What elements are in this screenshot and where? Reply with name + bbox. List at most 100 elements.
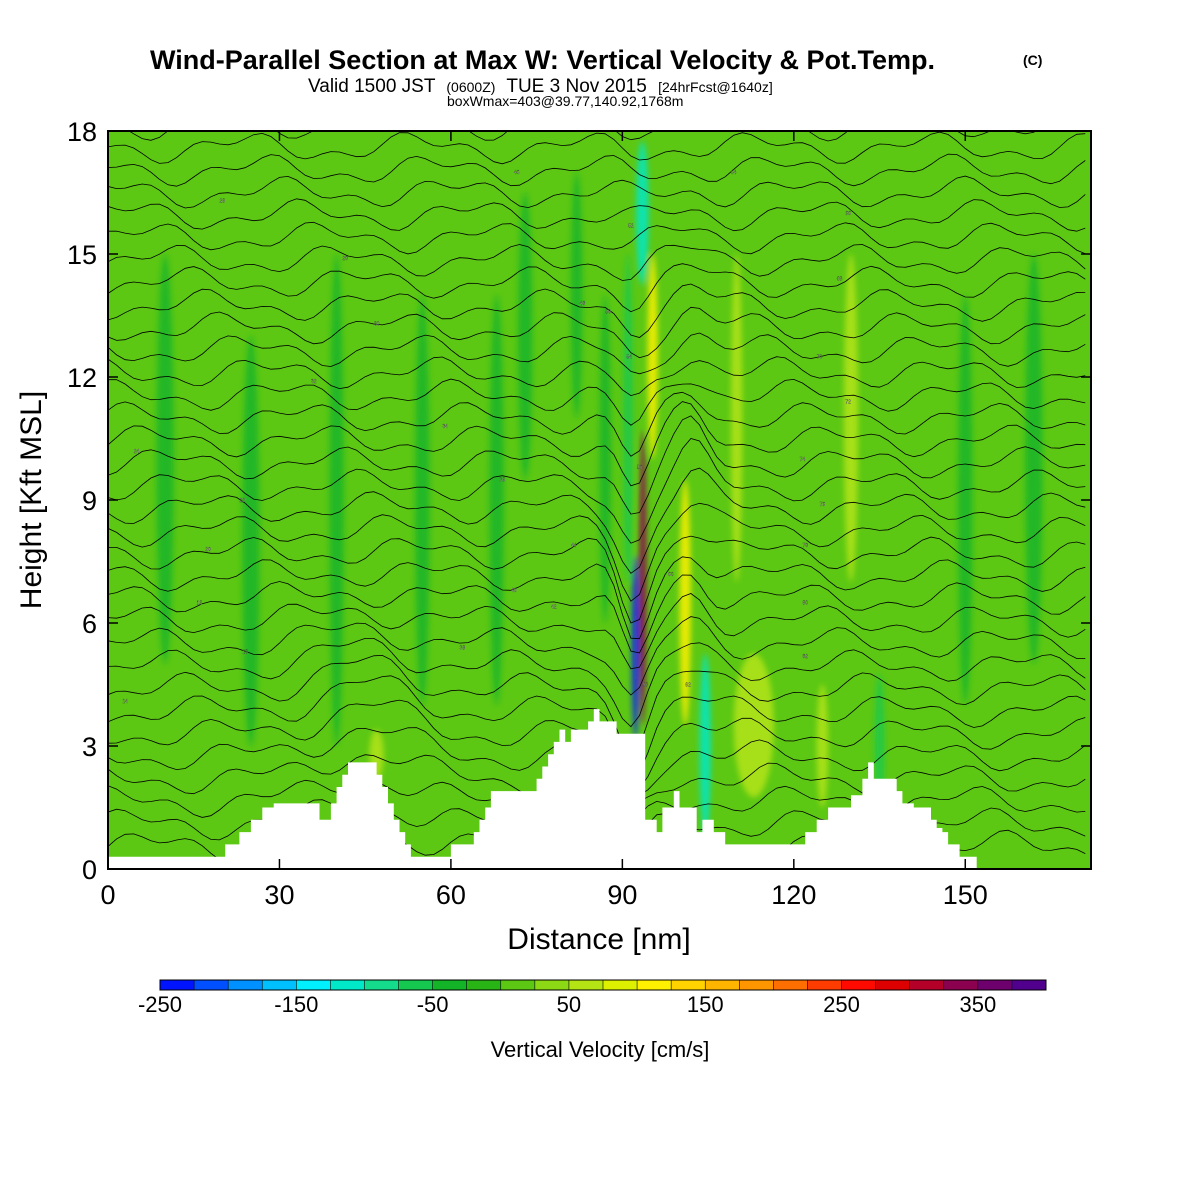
colorbar-bin xyxy=(909,980,945,990)
isentrope-label: 82 xyxy=(802,654,808,660)
x-tick-label: 60 xyxy=(436,880,466,910)
subtitle-valid-time: Valid 1500 JST xyxy=(308,76,436,97)
colorbar-bin xyxy=(330,980,365,990)
colorbar-bin xyxy=(943,980,979,990)
potential-temperature-labels: 14 16 18 20 22 24 26 28 30 32 34 36 38 40 42 44 46 48 50 52… xyxy=(122,170,851,705)
chart-subtitle-2: boxWmax=403@39.77,140.92,1768m xyxy=(447,93,683,109)
isentrope-label: 62 xyxy=(685,683,691,689)
velocity-feature xyxy=(636,141,649,285)
isentrope-label: 26 xyxy=(220,199,226,205)
isentrope-line xyxy=(108,438,1086,544)
isentrope-line xyxy=(108,401,1086,487)
colorbar-tick-label: -150 xyxy=(274,992,318,1017)
colorbar-tick-label: -250 xyxy=(138,992,182,1017)
isentrope-line xyxy=(108,535,1086,624)
title-block: Wind-Parallel Section at Max W: Vertical… xyxy=(150,45,1042,109)
isentrope-label: 80 xyxy=(802,601,808,607)
plot-area: 14 16 18 20 22 24 26 28 30 32 34 36 38 40 42 44 46 48 50 52… xyxy=(108,131,1091,869)
velocity-feature xyxy=(699,653,711,839)
velocity-feature xyxy=(647,254,658,459)
y-tick-label: 12 xyxy=(67,363,97,393)
isentrope-line xyxy=(108,244,1086,281)
isentrope-line xyxy=(108,306,1086,359)
colorbar-bin xyxy=(160,980,195,990)
velocity-feature xyxy=(329,254,344,746)
y-tick-label: 18 xyxy=(67,117,97,147)
isentrope-line xyxy=(108,675,1086,776)
isentrope-line xyxy=(108,638,1086,728)
isentrope-label: 30 xyxy=(374,322,380,328)
subtitle-forecast: [24hrFcst@1640z] xyxy=(658,79,773,95)
y-axis-label: Height [Kft MSL] xyxy=(15,391,48,609)
title-copyright-mark: (C) xyxy=(1023,52,1042,68)
terrain-profile xyxy=(108,709,977,869)
y-tick-label: 0 xyxy=(82,855,97,885)
isentrope-line xyxy=(108,356,1086,397)
colorbar-tick-label: -50 xyxy=(417,992,449,1017)
velocity-feature xyxy=(730,254,743,582)
isentrope-label: 32 xyxy=(311,379,317,385)
velocity-feature xyxy=(639,430,647,726)
isentrope-line xyxy=(108,263,1086,313)
isentrope-line xyxy=(108,467,1086,574)
isentrope-label: 78 xyxy=(802,543,808,549)
isentrope-label: 74 xyxy=(800,457,806,463)
isentrope-line xyxy=(108,221,1086,255)
isentrope-line xyxy=(108,616,1086,696)
isentrope-label: 24 xyxy=(134,449,140,455)
colorbar-bin xyxy=(568,980,604,990)
colorbar-bin xyxy=(637,980,672,990)
isentrope-label: 56 xyxy=(637,465,643,471)
isentrope-label: 34 xyxy=(442,424,448,430)
isentrope-line xyxy=(108,502,1086,602)
colorbar-bin xyxy=(977,980,1013,990)
colorbar-bin xyxy=(739,980,774,990)
y-tick-label: 6 xyxy=(82,609,97,639)
colorbar-bin xyxy=(398,980,433,990)
colorbar-tick-label: 250 xyxy=(823,992,860,1017)
isentrope-label: 36 xyxy=(500,478,506,484)
colorbar-bin xyxy=(500,980,536,990)
velocity-feature xyxy=(958,295,973,705)
colorbar-bin xyxy=(807,980,842,990)
isentrope-label: 54 xyxy=(626,355,632,361)
isentrope-label: 66 xyxy=(845,211,851,217)
colorbar-bin xyxy=(534,980,570,990)
chart-title: Wind-Parallel Section at Max W: Vertical… xyxy=(150,45,935,75)
isentrope-line xyxy=(108,378,1086,426)
isentrope-label: 44 xyxy=(571,543,577,549)
chart-subtitle: Valid 1500 JST (0600Z) TUE 3 Nov 2015 [2… xyxy=(308,76,773,97)
isentrope-line xyxy=(108,198,1086,232)
colorbar-bin xyxy=(1011,980,1047,990)
colorbar-tick-label: 50 xyxy=(557,992,581,1017)
isentrope-label: 38 xyxy=(460,646,466,652)
velocity-feature xyxy=(1025,254,1043,664)
velocity-feature xyxy=(623,254,633,582)
x-tick-label: 150 xyxy=(943,880,988,910)
colorbar-bin xyxy=(364,980,399,990)
isentrope-label: 72 xyxy=(845,400,851,406)
colorbar-bin xyxy=(228,980,263,990)
isentrope-line xyxy=(108,654,1086,757)
x-tick-label: 30 xyxy=(264,880,294,910)
isentrope-line xyxy=(108,415,1086,515)
colorbar-bin xyxy=(194,980,229,990)
isentrope-label: 42 xyxy=(551,605,557,611)
isentrope-label: 52 xyxy=(628,223,634,229)
colorbar-bin xyxy=(705,980,740,990)
velocity-feature xyxy=(679,479,691,726)
isentrope-label: 76 xyxy=(820,502,826,508)
y-tick-label: 3 xyxy=(82,732,97,762)
colorbar-bin xyxy=(875,980,910,990)
isentrope-line xyxy=(108,283,1086,338)
x-tick-label: 90 xyxy=(607,880,637,910)
velocity-feature xyxy=(843,254,859,582)
isentrope-line xyxy=(108,332,1086,375)
colorbar-label: Vertical Velocity [cm/s] xyxy=(491,1037,710,1062)
colorbar-bin xyxy=(432,980,467,990)
isentrope-label: 14 xyxy=(122,699,128,705)
isentrope-line xyxy=(108,131,1086,165)
subtitle-utc-time: (0600Z) xyxy=(446,79,495,95)
velocity-feature xyxy=(570,172,583,418)
